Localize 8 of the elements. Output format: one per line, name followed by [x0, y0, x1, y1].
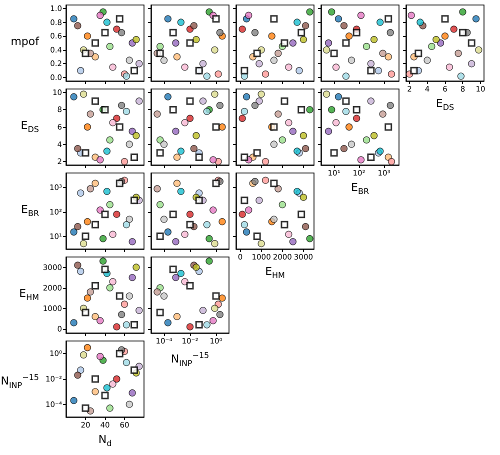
y-axis-title: E$_{HM}$ [19, 287, 39, 304]
y-axis-title: mpof [10, 35, 39, 49]
x-axis-title: E$_{HM}$ [264, 265, 286, 282]
y-axis-title: E$_{DS}$ [20, 119, 39, 136]
x-axis-title: N$_{d}$ [97, 433, 113, 450]
x-axis-title: E$_{DS}$ [434, 97, 456, 114]
x-axis-title: E$_{BR}$ [350, 181, 370, 198]
y-axis-title: E$_{BR}$ [21, 203, 39, 220]
